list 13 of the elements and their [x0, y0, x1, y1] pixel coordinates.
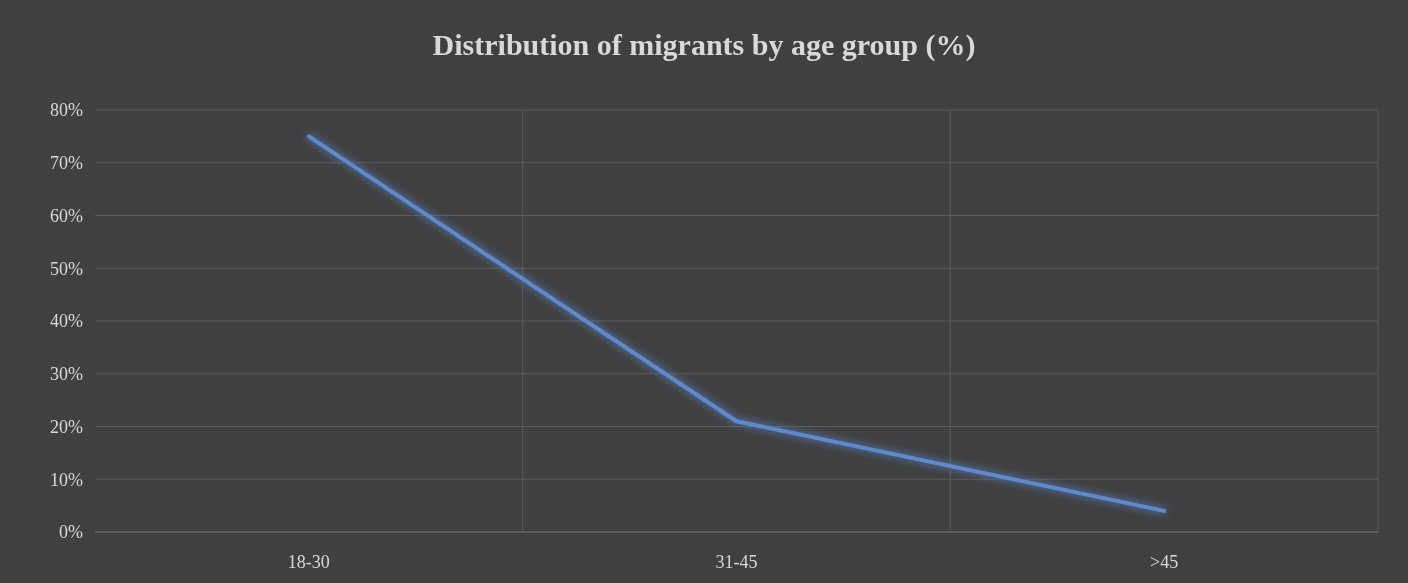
y-tick-label: 0% [59, 522, 83, 543]
y-tick-label: 20% [50, 416, 83, 437]
y-tick-label: 50% [50, 258, 83, 279]
y-tick-label: 10% [50, 469, 83, 490]
chart-title: Distribution of migrants by age group (%) [432, 28, 976, 62]
y-tick-label: 70% [50, 153, 83, 174]
y-tick-label: 30% [50, 364, 83, 385]
x-tick-label: >45 [1150, 552, 1179, 572]
y-tick-label: 40% [50, 311, 83, 332]
x-tick-label: 31-45 [715, 552, 758, 572]
x-tick-label: 18-30 [287, 552, 330, 572]
y-tick-label: 60% [50, 205, 83, 226]
y-tick-label: 80% [50, 100, 83, 121]
